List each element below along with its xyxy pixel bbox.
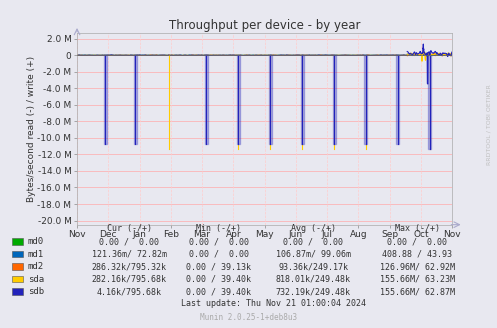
- Text: 0.00 /  0.00: 0.00 / 0.00: [189, 250, 248, 259]
- Text: Cur (-/+): Cur (-/+): [107, 224, 152, 233]
- Text: Munin 2.0.25-1+deb8u3: Munin 2.0.25-1+deb8u3: [200, 313, 297, 322]
- Text: 0.00 /  0.00: 0.00 / 0.00: [283, 237, 343, 246]
- Text: 0.00 / 39.40k: 0.00 / 39.40k: [186, 287, 251, 296]
- Text: sdb: sdb: [28, 287, 44, 296]
- Text: 4.16k/795.68k: 4.16k/795.68k: [97, 287, 162, 296]
- Text: 106.87m/ 99.06m: 106.87m/ 99.06m: [276, 250, 350, 259]
- Y-axis label: Bytes/second read (-) / write (+): Bytes/second read (-) / write (+): [27, 56, 36, 202]
- Text: 818.01k/249.48k: 818.01k/249.48k: [276, 275, 350, 284]
- Text: 408.88 / 43.93: 408.88 / 43.93: [383, 250, 452, 259]
- Text: 0.00 /  0.00: 0.00 / 0.00: [388, 237, 447, 246]
- Text: Max (-/+): Max (-/+): [395, 224, 440, 233]
- Text: 126.96M/ 62.92M: 126.96M/ 62.92M: [380, 262, 455, 271]
- Text: Min (-/+): Min (-/+): [196, 224, 241, 233]
- Text: md1: md1: [28, 250, 44, 259]
- Text: 0.00 / 39.40k: 0.00 / 39.40k: [186, 275, 251, 284]
- Text: 0.00 / 39.13k: 0.00 / 39.13k: [186, 262, 251, 271]
- Text: 121.36m/ 72.82m: 121.36m/ 72.82m: [92, 250, 166, 259]
- Text: Last update: Thu Nov 21 01:00:04 2024: Last update: Thu Nov 21 01:00:04 2024: [181, 299, 366, 308]
- Text: 93.36k/249.17k: 93.36k/249.17k: [278, 262, 348, 271]
- Text: md2: md2: [28, 262, 44, 271]
- Text: RRDTOOL / TOBI OETIKER: RRDTOOL / TOBI OETIKER: [486, 84, 491, 165]
- Text: 0.00 /  0.00: 0.00 / 0.00: [189, 237, 248, 246]
- Text: sda: sda: [28, 275, 44, 284]
- Text: 155.66M/ 63.23M: 155.66M/ 63.23M: [380, 275, 455, 284]
- Text: 732.19k/249.48k: 732.19k/249.48k: [276, 287, 350, 296]
- Text: 0.00 /  0.00: 0.00 / 0.00: [99, 237, 159, 246]
- Title: Throughput per device - by year: Throughput per device - by year: [169, 19, 360, 31]
- Text: Avg (-/+): Avg (-/+): [291, 224, 335, 233]
- Text: 282.16k/795.68k: 282.16k/795.68k: [92, 275, 166, 284]
- Text: 286.32k/795.32k: 286.32k/795.32k: [92, 262, 166, 271]
- Text: 155.66M/ 62.87M: 155.66M/ 62.87M: [380, 287, 455, 296]
- Text: md0: md0: [28, 237, 44, 246]
